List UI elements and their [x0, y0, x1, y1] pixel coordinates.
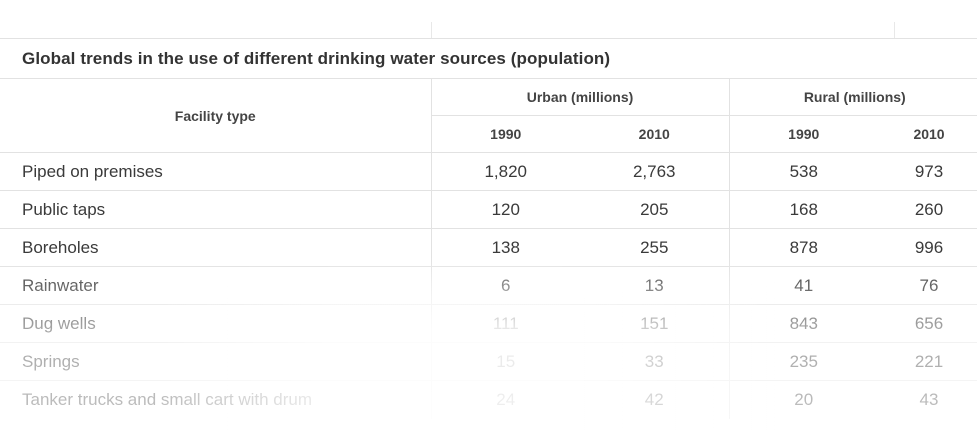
table-body: Piped on premises 1,820 2,763 538 973 Public … — [0, 152, 977, 419]
rural-1990-value: 41 — [728, 266, 878, 305]
table-row: Piped on premises 1,820 2,763 538 973 — [0, 152, 977, 191]
urban-2010-value: 33 — [580, 342, 729, 381]
table-row: Dug wells 111 151 843 656 — [0, 304, 977, 343]
rural-1990-value: 878 — [728, 228, 878, 267]
urban-year-1990: 1990 — [430, 115, 580, 153]
urban-2010-value: 151 — [580, 304, 729, 343]
urban-2010-value: 42 — [580, 380, 729, 419]
urban-group-header: Urban (millions) — [430, 78, 729, 116]
urban-1990-value: 120 — [430, 190, 580, 229]
row-label: Rainwater — [0, 266, 431, 305]
table-row: Tanker trucks and small cart with drum 24… — [0, 380, 977, 419]
facility-type-header: Facility type — [0, 78, 431, 153]
rural-1990-value: 538 — [728, 152, 878, 191]
data-table: Global trends in the use of different dr… — [0, 38, 977, 419]
urban-1990-value: 138 — [430, 228, 580, 267]
urban-2010-value: 2,763 — [580, 152, 729, 191]
rural-1990-value: 20 — [728, 380, 878, 419]
rural-2010-value: 221 — [878, 342, 977, 381]
row-label: Piped on premises — [0, 152, 431, 191]
table-row: Springs 15 33 235 221 — [0, 342, 977, 381]
rural-2010-value: 43 — [878, 380, 977, 419]
rural-1990-value: 843 — [728, 304, 878, 343]
row-label: Tanker trucks and small cart with drum — [0, 380, 431, 419]
rural-2010-value: 656 — [878, 304, 977, 343]
title-row: Global trends in the use of different dr… — [0, 38, 977, 79]
rural-2010-value: 260 — [878, 190, 977, 229]
urban-1990-value: 111 — [430, 304, 580, 343]
row-label: Springs — [0, 342, 431, 381]
group-header-row: Facility type Urban (millions) Rural (mi… — [0, 78, 977, 153]
urban-2010-value: 205 — [580, 190, 729, 229]
urban-1990-value: 24 — [430, 380, 580, 419]
urban-1990-value: 15 — [430, 342, 580, 381]
urban-2010-value: 13 — [580, 266, 729, 305]
table-row: Public taps 120 205 168 260 — [0, 190, 977, 229]
rural-2010-value: 76 — [878, 266, 977, 305]
table-row: Boreholes 138 255 878 996 — [0, 228, 977, 267]
top-divider-right — [894, 22, 895, 38]
urban-1990-value: 1,820 — [430, 152, 580, 191]
row-label: Boreholes — [0, 228, 431, 267]
top-divider-left — [431, 22, 432, 38]
table-row: Rainwater 6 13 41 76 — [0, 266, 977, 305]
rural-2010-value: 996 — [878, 228, 977, 267]
urban-1990-value: 6 — [430, 266, 580, 305]
water-sources-table: Global trends in the use of different dr… — [0, 38, 977, 419]
rural-1990-value: 235 — [728, 342, 878, 381]
rural-year-2010: 2010 — [878, 115, 977, 153]
urban-year-2010: 2010 — [580, 115, 729, 153]
row-label: Public taps — [0, 190, 431, 229]
urban-2010-value: 255 — [580, 228, 729, 267]
rural-year-1990: 1990 — [728, 115, 878, 153]
row-label: Dug wells — [0, 304, 431, 343]
rural-1990-value: 168 — [728, 190, 878, 229]
rural-group-header: Rural (millions) — [728, 78, 977, 116]
table-title: Global trends in the use of different dr… — [0, 38, 977, 79]
rural-2010-value: 973 — [878, 152, 977, 191]
